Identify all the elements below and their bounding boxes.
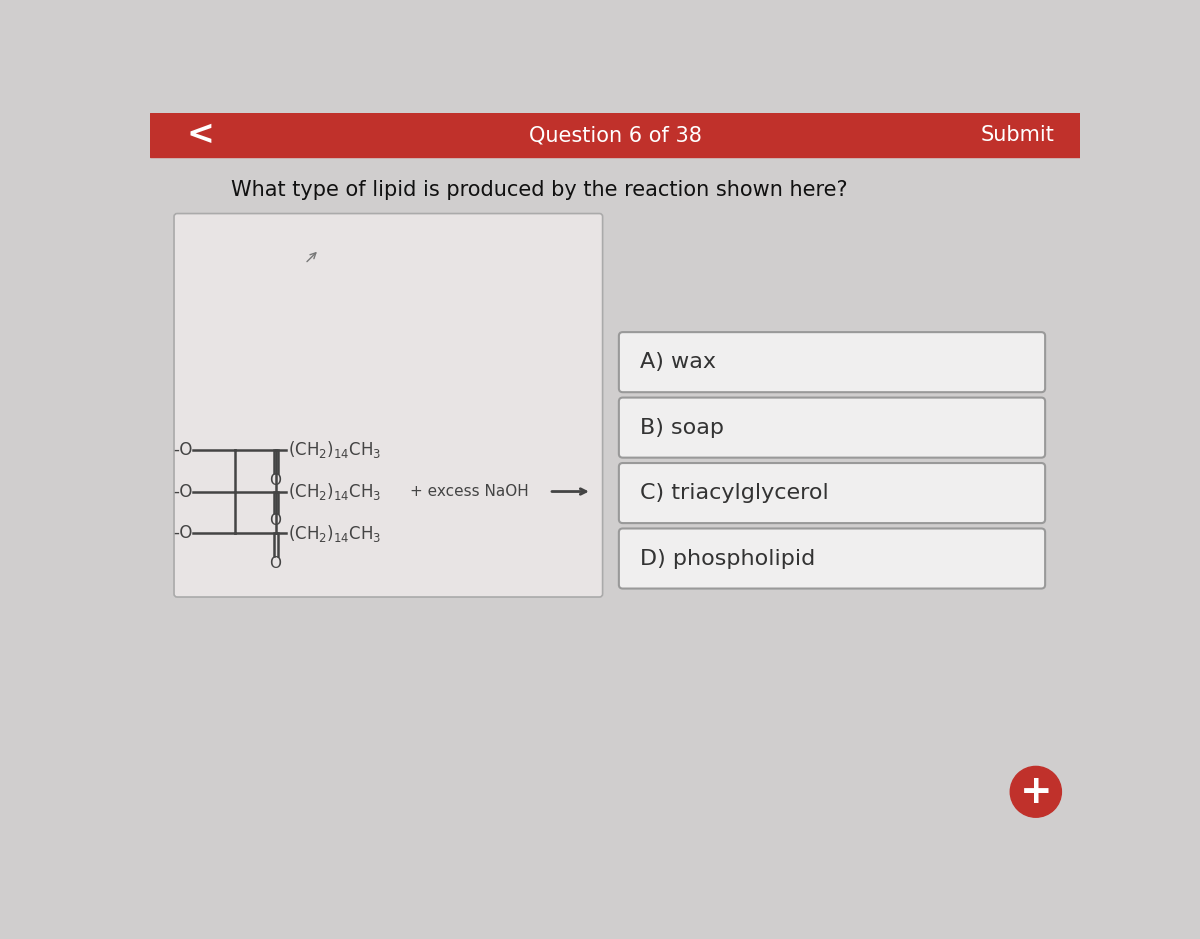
Text: -O: -O [173,441,193,459]
Bar [150,113,1080,158]
Text: O: O [270,473,282,488]
FancyBboxPatch shape [174,213,602,597]
Text: Submit: Submit [982,125,1055,145]
Text: O: O [270,514,282,529]
FancyBboxPatch shape [619,529,1045,589]
FancyBboxPatch shape [619,332,1045,393]
Text: $\mathregular{(CH_2)_{14}CH_3}$: $\mathregular{(CH_2)_{14}CH_3}$ [288,523,382,544]
Circle shape [1010,766,1062,817]
Text: B) soap: B) soap [640,418,724,438]
FancyBboxPatch shape [619,463,1045,523]
Text: + excess NaOH: + excess NaOH [409,484,528,499]
Text: A) wax: A) wax [640,352,715,372]
Text: +: + [1020,773,1052,810]
Text: -O: -O [173,524,193,542]
Text: <: < [186,118,215,151]
Text: What type of lipid is produced by the reaction shown here?: What type of lipid is produced by the re… [232,179,848,200]
Text: C) triacylglycerol: C) triacylglycerol [640,483,828,503]
Text: Question 6 of 38: Question 6 of 38 [528,125,702,145]
Text: D) phospholipid: D) phospholipid [640,548,815,568]
Text: $\mathregular{(CH_2)_{14}CH_3}$: $\mathregular{(CH_2)_{14}CH_3}$ [288,439,382,460]
Text: O: O [270,557,282,572]
Text: $\mathregular{(CH_2)_{14}CH_3}$: $\mathregular{(CH_2)_{14}CH_3}$ [288,481,382,502]
FancyBboxPatch shape [619,397,1045,457]
Text: -O: -O [173,483,193,500]
